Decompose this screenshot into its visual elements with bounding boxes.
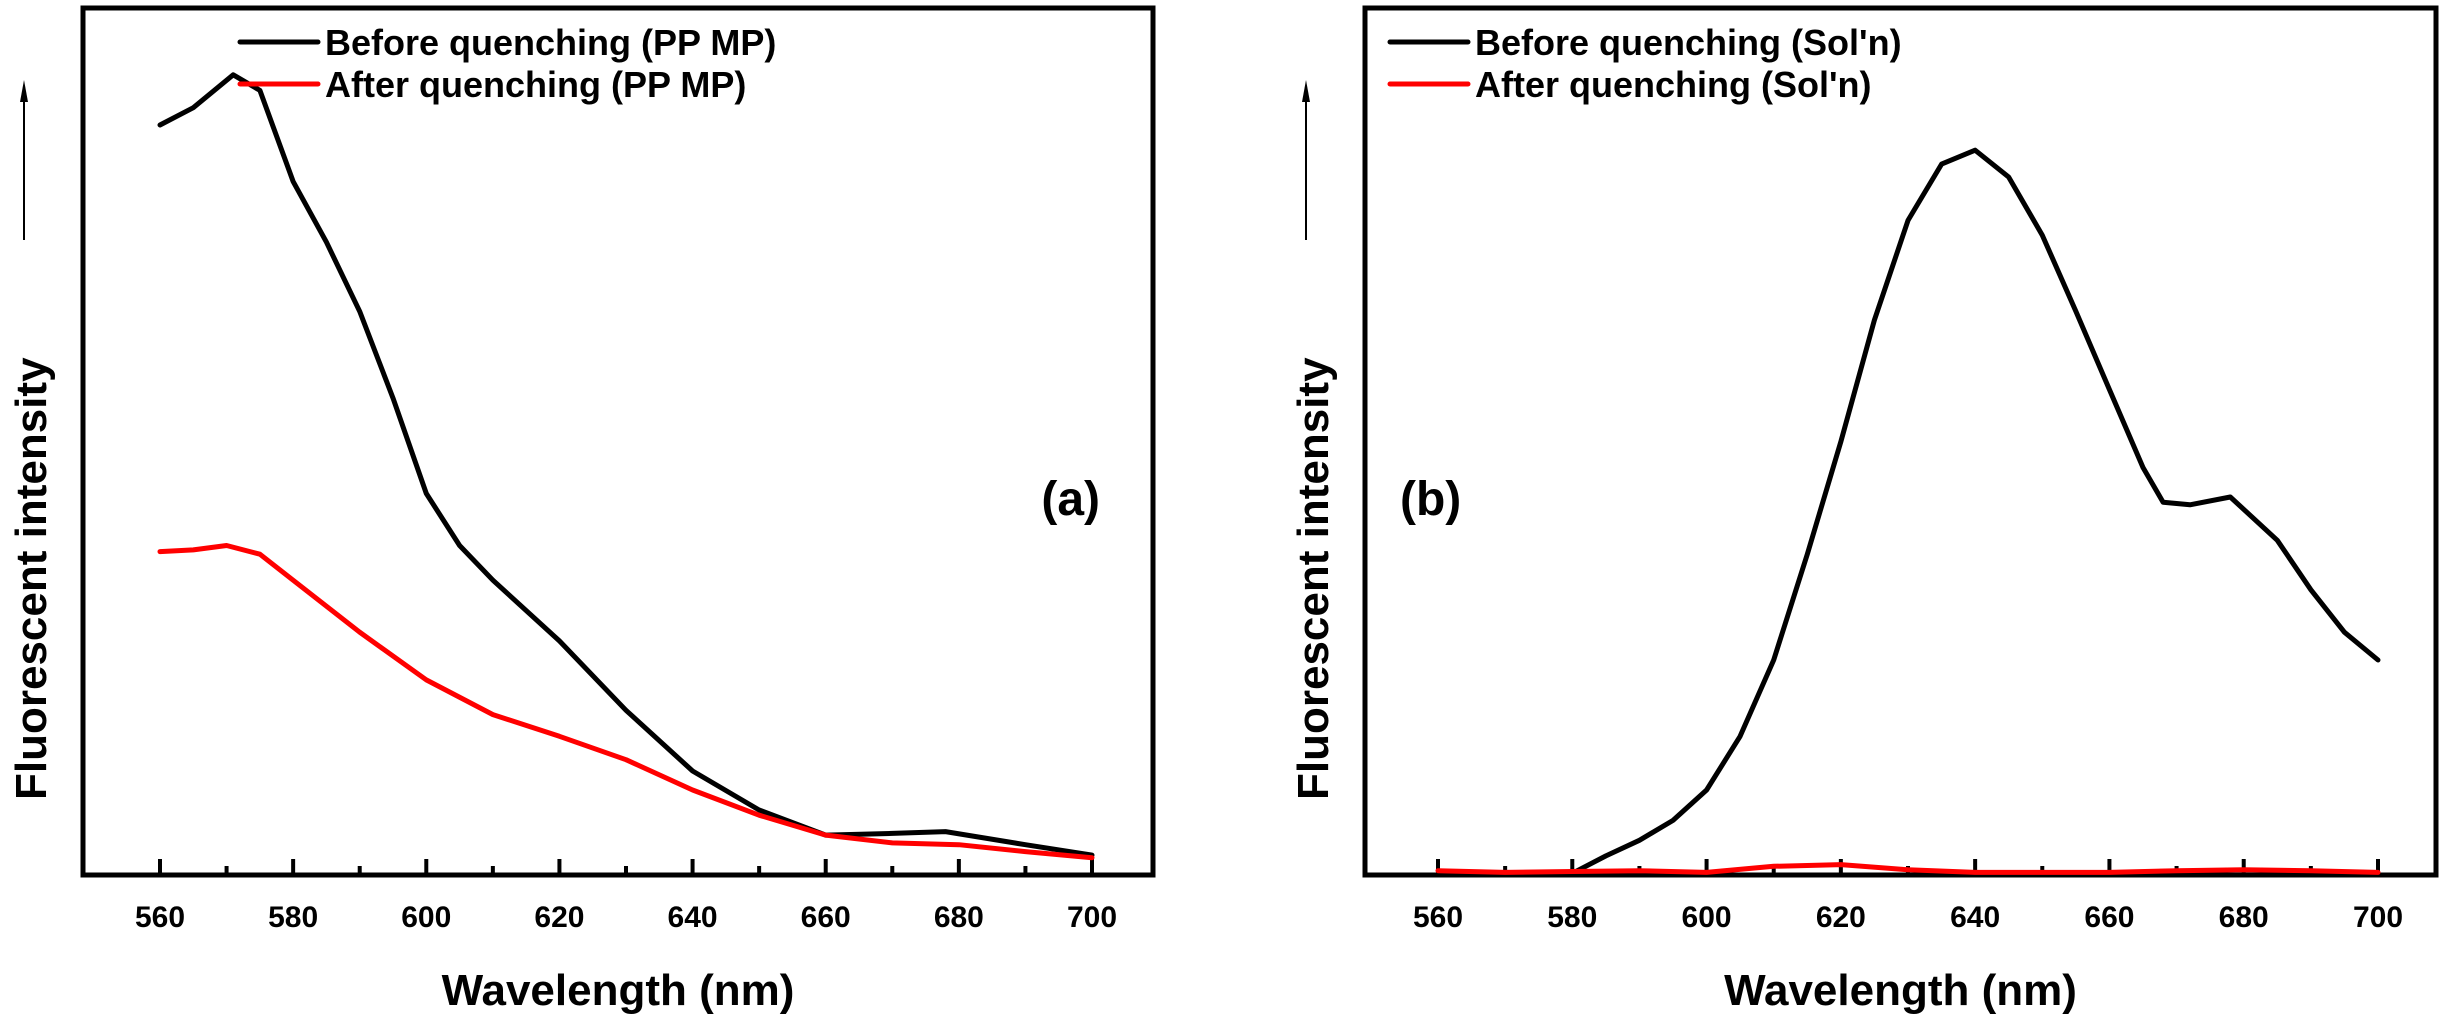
panel-a: 560 580 600 620 640 660 680 700 Wavelength (nm) F… [7,5,1156,1015]
series-line-before-quenching [157,72,1095,858]
panel-label: (b) [1400,473,1461,526]
y-axis-title: Fluorescent intensity [1289,357,1338,800]
y-axis-title: Fluorescent intensity [7,357,56,800]
x-tick-label: 660 [801,901,851,934]
legend-label: Before quenching (PP MP) [325,22,776,63]
series-line-after-quenching [1435,862,2381,875]
x-tick-label: 640 [668,901,718,934]
plot-frame [1362,5,2439,878]
x-tick-label: 600 [401,901,451,934]
x-tick-label: 560 [135,901,185,934]
x-tick-label: 640 [1950,901,2000,934]
plot-frame [80,5,1156,878]
panel-b: 560 580 600 620 640 660 680 700 Wavelength (nm) F… [1289,5,2439,1015]
x-axis-title: Wavelength (nm) [1724,966,2077,1015]
x-tick-label: 700 [2353,901,2403,934]
series-line-after-quenching [157,543,1095,861]
x-tick-label: 660 [2084,901,2134,934]
x-tick-label: 560 [1413,901,1463,934]
x-tick-label: 680 [2219,901,2269,934]
panel-label: (a) [1041,473,1100,526]
y-axis-arrow-icon [20,80,28,102]
x-tick-label: 620 [1816,901,1866,934]
legend-label: After quenching (Sol'n) [1475,64,1872,105]
legend-label: Before quenching (Sol'n) [1475,22,1902,63]
series-line-before-quenching [1569,147,2381,876]
x-tick-label: 600 [1682,901,1732,934]
x-tick-label: 680 [934,901,984,934]
x-tick-label: 700 [1067,901,1117,934]
x-tick-label: 580 [1547,901,1597,934]
y-axis-arrow-icon [1302,80,1310,102]
x-axis-title: Wavelength (nm) [442,966,795,1015]
x-tick-label: 620 [534,901,584,934]
legend-label: After quenching (PP MP) [325,64,746,105]
x-tick-label: 580 [268,901,318,934]
